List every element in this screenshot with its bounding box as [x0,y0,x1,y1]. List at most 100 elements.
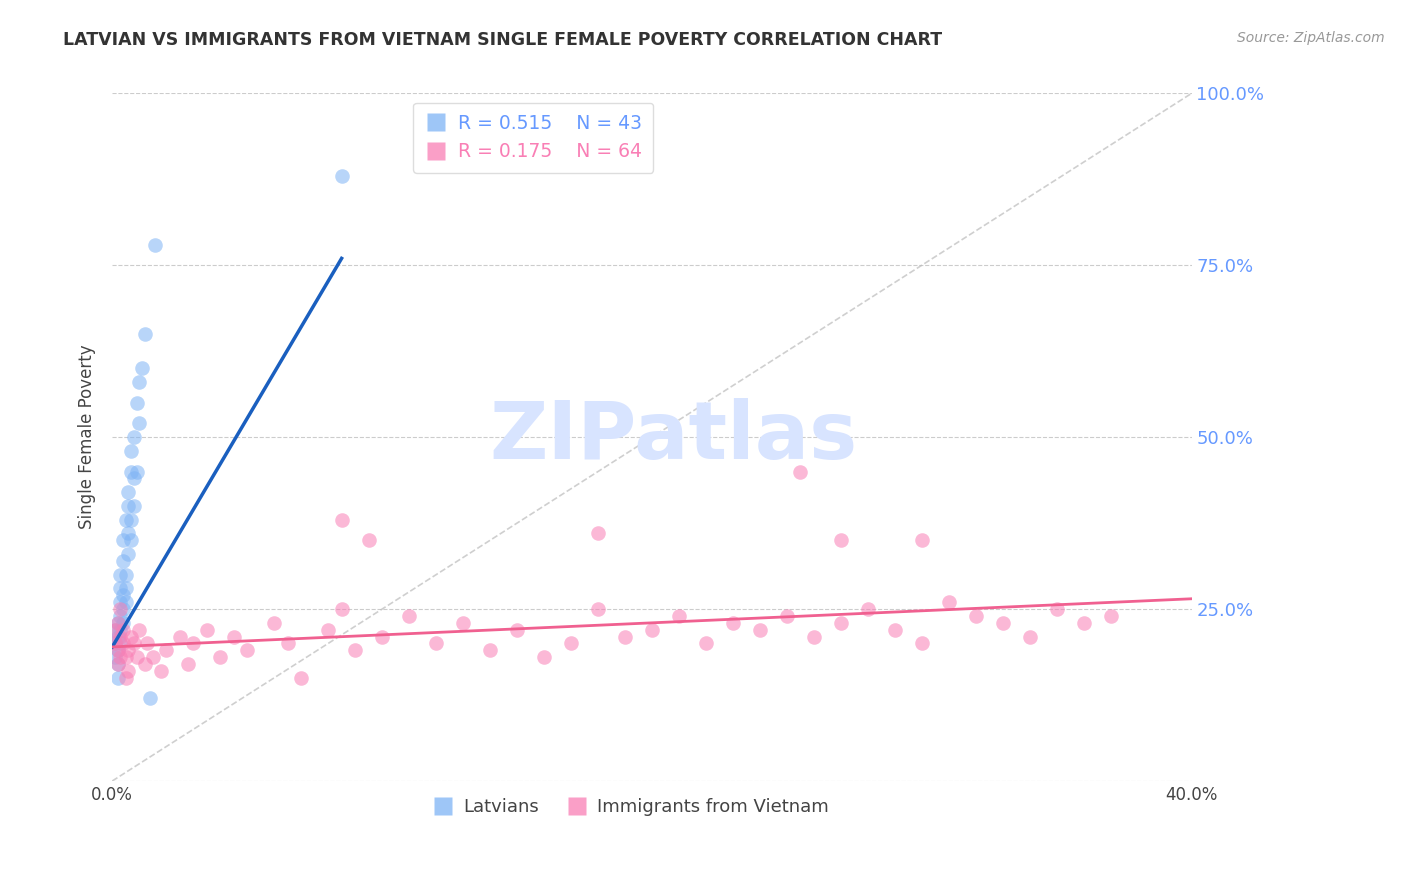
Point [177,657,200,672]
Point [789,465,811,479]
Point [1099,609,1122,624]
Point [134,326,156,341]
Point [136,636,159,650]
Point [107,657,129,672]
Point [117,643,139,657]
Point [112,636,135,650]
Point [117,499,139,513]
Point [120,533,142,548]
Point [803,630,825,644]
Point [110,623,132,637]
Point [290,671,312,685]
Point [114,567,136,582]
Point [695,636,717,650]
Point [195,623,218,637]
Point [131,361,153,376]
Point [398,609,420,624]
Point [169,630,191,644]
Point [114,671,136,685]
Point [107,643,129,657]
Point [107,615,129,630]
Point [125,396,148,410]
Point [128,417,150,431]
Point [122,430,145,444]
Point [263,615,285,630]
Point [330,169,353,183]
Point [830,615,852,630]
Point [181,636,204,650]
Point [145,237,167,252]
Point [149,664,172,678]
Point [236,643,259,657]
Point [104,623,127,637]
Point [139,691,162,706]
Point [122,636,145,650]
Point [330,513,353,527]
Point [110,602,132,616]
Point [125,465,148,479]
Y-axis label: Single Female Poverty: Single Female Poverty [79,345,96,530]
Point [107,657,129,672]
Point [112,615,135,630]
Point [560,636,582,650]
Point [114,513,136,527]
Point [122,471,145,485]
Point [1073,615,1095,630]
Point [112,533,135,548]
Point [120,444,142,458]
Text: ZIPatlas: ZIPatlas [489,398,858,476]
Point [110,650,132,665]
Point [830,533,852,548]
Point [776,609,799,624]
Point [112,602,135,616]
Point [117,485,139,500]
Point [114,650,136,665]
Point [104,623,127,637]
Point [883,623,905,637]
Point [425,636,447,650]
Point [344,643,367,657]
Point [209,650,232,665]
Text: Source: ZipAtlas.com: Source: ZipAtlas.com [1237,31,1385,45]
Point [330,602,353,616]
Point [112,623,135,637]
Point [134,657,156,672]
Point [104,636,127,650]
Point [277,636,299,650]
Point [128,623,150,637]
Point [613,630,636,644]
Point [586,602,609,616]
Text: LATVIAN VS IMMIGRANTS FROM VIETNAM SINGLE FEMALE POVERTY CORRELATION CHART: LATVIAN VS IMMIGRANTS FROM VIETNAM SINGL… [63,31,942,49]
Point [122,499,145,513]
Point [120,630,142,644]
Point [938,595,960,609]
Point [1046,602,1069,616]
Point [506,623,529,637]
Point [357,533,380,548]
Point [117,526,139,541]
Point [222,630,245,644]
Point [991,615,1014,630]
Point [668,609,690,624]
Point [120,513,142,527]
Point [1018,630,1040,644]
Point [114,582,136,596]
Point [125,650,148,665]
Point [112,588,135,602]
Point [155,643,177,657]
Point [316,623,339,637]
Point [142,650,165,665]
Point [748,623,770,637]
Point [110,636,132,650]
Point [107,671,129,685]
Point [107,643,129,657]
Point [110,582,132,596]
Point [104,636,127,650]
Point [641,623,664,637]
Point [104,650,127,665]
Point [112,554,135,568]
Point [110,595,132,609]
Point [107,615,129,630]
Point [911,533,934,548]
Point [117,664,139,678]
